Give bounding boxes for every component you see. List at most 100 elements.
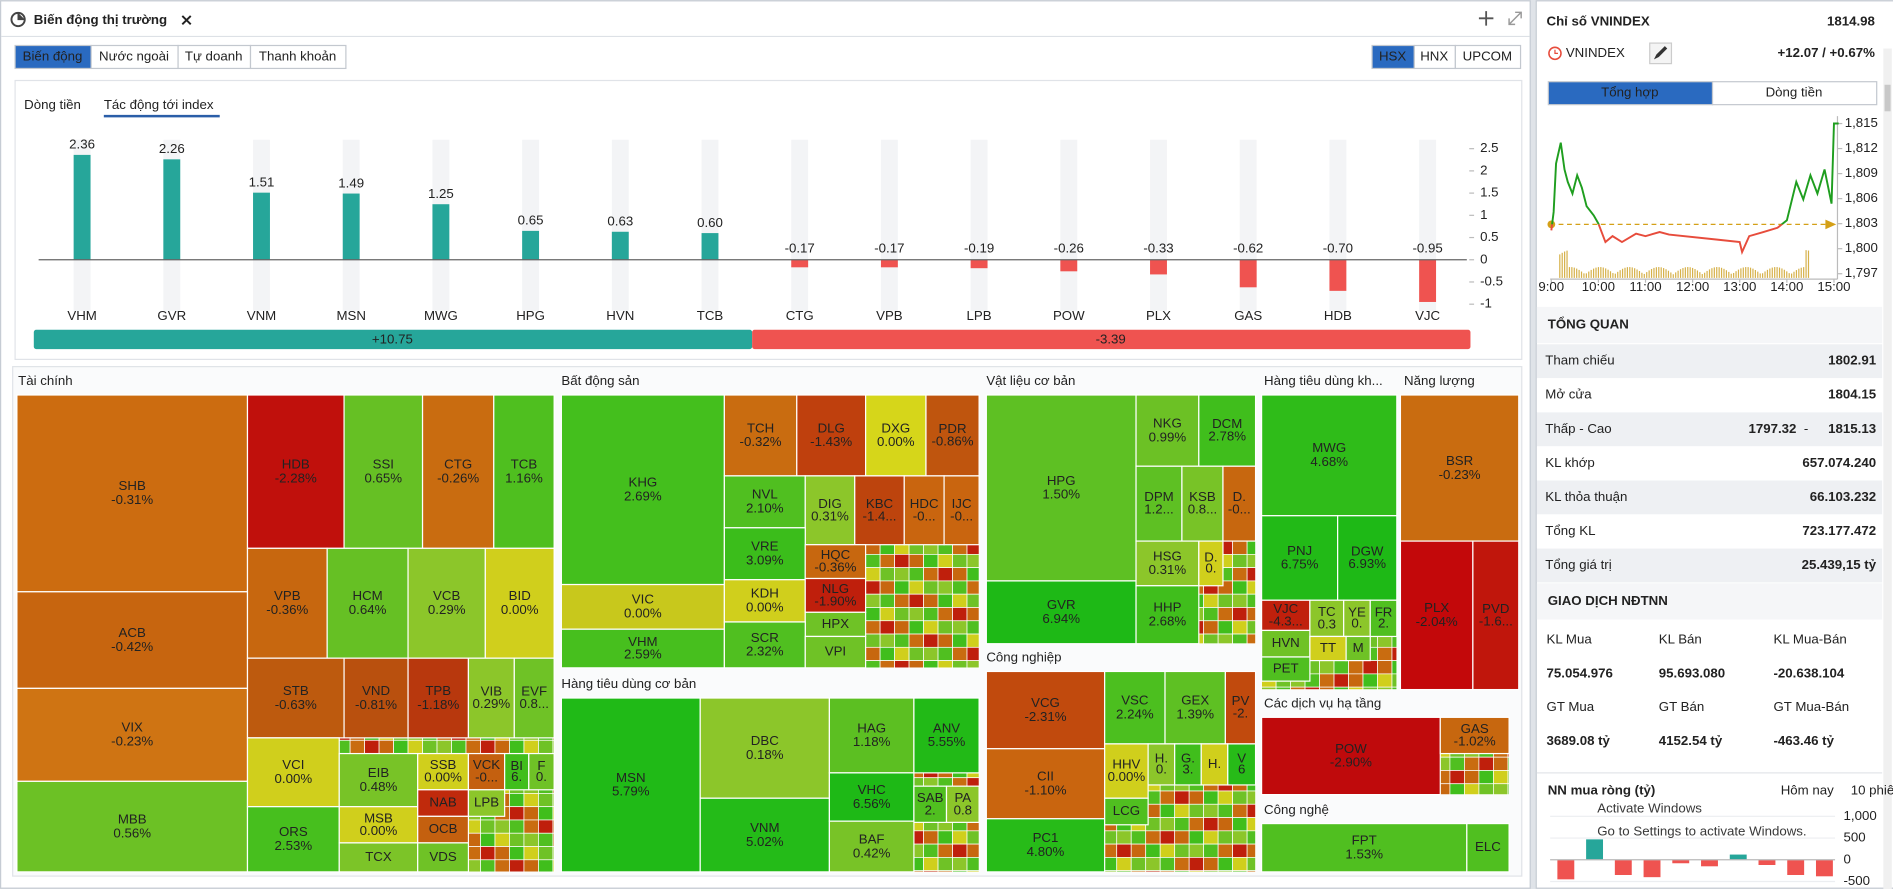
- tile-change[interactable]: 0.00%: [1108, 769, 1146, 784]
- tile-change[interactable]: 0.00%: [501, 602, 539, 617]
- tile-change[interactable]: -1.43%: [810, 434, 852, 449]
- exchange-label[interactable]: HSX: [1379, 48, 1406, 63]
- scrollbar-thumb[interactable]: [1884, 84, 1891, 112]
- tile-name[interactable]: CTG: [444, 457, 472, 472]
- tile-name[interactable]: VSC: [1121, 693, 1149, 708]
- period-tab[interactable]: Hôm nay: [1781, 782, 1834, 797]
- tile-name[interactable]: DLG: [818, 420, 845, 435]
- tile-change[interactable]: 0.8...: [519, 696, 549, 711]
- sector-label[interactable]: Công nghiệp: [986, 650, 1061, 665]
- tile-change[interactable]: 1.18%: [853, 734, 891, 749]
- tile-change[interactable]: -0...: [913, 508, 936, 523]
- sector-label[interactable]: Hàng tiêu dùng cơ bản: [561, 676, 696, 691]
- exchange-label[interactable]: HNX: [1420, 48, 1448, 63]
- index-tab-label[interactable]: Tổng hợp: [1601, 85, 1658, 100]
- tile-name[interactable]: TCH: [747, 420, 774, 435]
- tile-name[interactable]: MBB: [118, 811, 147, 826]
- tile-change[interactable]: -0.36%: [266, 602, 308, 617]
- tab-label[interactable]: Thanh khoản: [259, 48, 336, 63]
- subtab-active[interactable]: Tác động tới index: [104, 97, 214, 112]
- tile-change[interactable]: 2.: [1378, 616, 1389, 631]
- tile-change[interactable]: -2.31%: [1024, 709, 1066, 724]
- tile-name[interactable]: CII: [1037, 769, 1054, 784]
- expand-button[interactable]: [1508, 11, 1522, 26]
- tile-name[interactable]: PET: [1273, 661, 1299, 676]
- tile-change[interactable]: 1.39%: [1176, 706, 1214, 721]
- tile-change[interactable]: 0.00%: [877, 434, 915, 449]
- tile-name[interactable]: HDB: [282, 457, 310, 472]
- tile-change[interactable]: -2.: [1233, 706, 1248, 721]
- tile-name[interactable]: H.: [1208, 756, 1221, 771]
- tile-name[interactable]: POW: [1335, 741, 1367, 756]
- tile-change[interactable]: 0.8: [954, 802, 972, 817]
- tile-name[interactable]: NKG: [1153, 415, 1182, 430]
- tile-change[interactable]: 0.00%: [624, 606, 662, 621]
- tab-label[interactable]: Biến động: [23, 48, 83, 63]
- tile-change[interactable]: 4.80%: [1027, 844, 1065, 859]
- tile-name[interactable]: VRE: [751, 539, 778, 554]
- tile-name[interactable]: ORS: [279, 824, 308, 839]
- sector-label[interactable]: Năng lượng: [1404, 373, 1475, 388]
- tile-name[interactable]: BID: [509, 588, 531, 603]
- tile-change[interactable]: 0.: [536, 769, 547, 784]
- tile-change[interactable]: 6: [1238, 762, 1245, 777]
- tile-name[interactable]: KDH: [751, 586, 779, 601]
- tile-change[interactable]: 0.00%: [275, 771, 313, 786]
- tile-change[interactable]: -0.81%: [355, 697, 397, 712]
- tile-change[interactable]: -0.42%: [111, 639, 153, 654]
- tile-change[interactable]: 2.32%: [746, 644, 784, 659]
- tile-name[interactable]: DBC: [751, 733, 779, 748]
- index-name[interactable]: VNINDEX: [1566, 45, 1625, 60]
- tile-name[interactable]: EIB: [368, 765, 390, 780]
- tile-change[interactable]: 0.: [1205, 561, 1216, 576]
- tile-name[interactable]: TCX: [365, 849, 392, 864]
- tile-name[interactable]: VPI: [825, 644, 846, 659]
- tile-change[interactable]: -0.63%: [275, 697, 317, 712]
- tile-change[interactable]: 5.02%: [746, 834, 784, 849]
- tile-change[interactable]: 0.3: [1318, 616, 1336, 631]
- tile-name[interactable]: PC1: [1033, 830, 1059, 845]
- sector-label[interactable]: Tài chính: [18, 373, 73, 388]
- tile-change[interactable]: 0.: [1156, 762, 1167, 777]
- tile-change[interactable]: 2.: [925, 802, 936, 817]
- tile-name[interactable]: HHP: [1153, 600, 1181, 615]
- tile-change[interactable]: 0.8...: [1188, 502, 1218, 517]
- tile-change[interactable]: 0.65%: [364, 470, 402, 485]
- close-button[interactable]: [181, 15, 192, 26]
- tile-name[interactable]: SCR: [751, 630, 779, 645]
- tile-change[interactable]: 0.64%: [349, 602, 387, 617]
- tile-change[interactable]: 1.2...: [1144, 502, 1174, 517]
- tile-change[interactable]: -0...: [1228, 502, 1251, 517]
- tile-name[interactable]: OCB: [429, 821, 458, 836]
- tile-name[interactable]: VCI: [282, 757, 304, 772]
- tile-change[interactable]: 0.29%: [428, 602, 466, 617]
- tile-change[interactable]: -1.10%: [1024, 782, 1066, 797]
- tile-change[interactable]: 6.75%: [1281, 557, 1319, 572]
- tile-name[interactable]: HCM: [353, 588, 383, 603]
- tile-name[interactable]: ELC: [1475, 839, 1501, 854]
- tile-change[interactable]: 2.53%: [275, 838, 313, 853]
- tile-name[interactable]: HAG: [857, 720, 886, 735]
- index-tab-label[interactable]: Dòng tiền: [1766, 85, 1823, 100]
- tile-change[interactable]: 0.18%: [746, 747, 784, 762]
- tile-name[interactable]: GVR: [1047, 597, 1076, 612]
- tile-change[interactable]: -0.36%: [814, 560, 856, 575]
- tile-name[interactable]: NVL: [752, 487, 778, 502]
- tile-change[interactable]: 0.99%: [1149, 429, 1187, 444]
- tile-name[interactable]: BAF: [859, 831, 885, 846]
- tile-change[interactable]: 0.42%: [853, 845, 891, 860]
- tile-name[interactable]: VND: [362, 683, 390, 698]
- tile-name[interactable]: BSR: [1446, 453, 1473, 468]
- tile-name[interactable]: VIX: [122, 720, 144, 735]
- tile-name[interactable]: NAB: [429, 795, 456, 810]
- exchange-label[interactable]: UPCOM: [1463, 48, 1512, 63]
- tile-change[interactable]: 2.10%: [746, 501, 784, 516]
- tile-name[interactable]: ACB: [119, 625, 146, 640]
- tile-change[interactable]: 3.: [1182, 762, 1193, 777]
- tile-change[interactable]: -0.86%: [932, 433, 974, 448]
- tile-change[interactable]: 0.00%: [424, 770, 462, 785]
- tile-name[interactable]: ANV: [933, 720, 960, 735]
- tile-name[interactable]: LCG: [1113, 803, 1140, 818]
- tile-name[interactable]: LPB: [474, 795, 499, 810]
- tile-name[interactable]: HSG: [1153, 548, 1182, 563]
